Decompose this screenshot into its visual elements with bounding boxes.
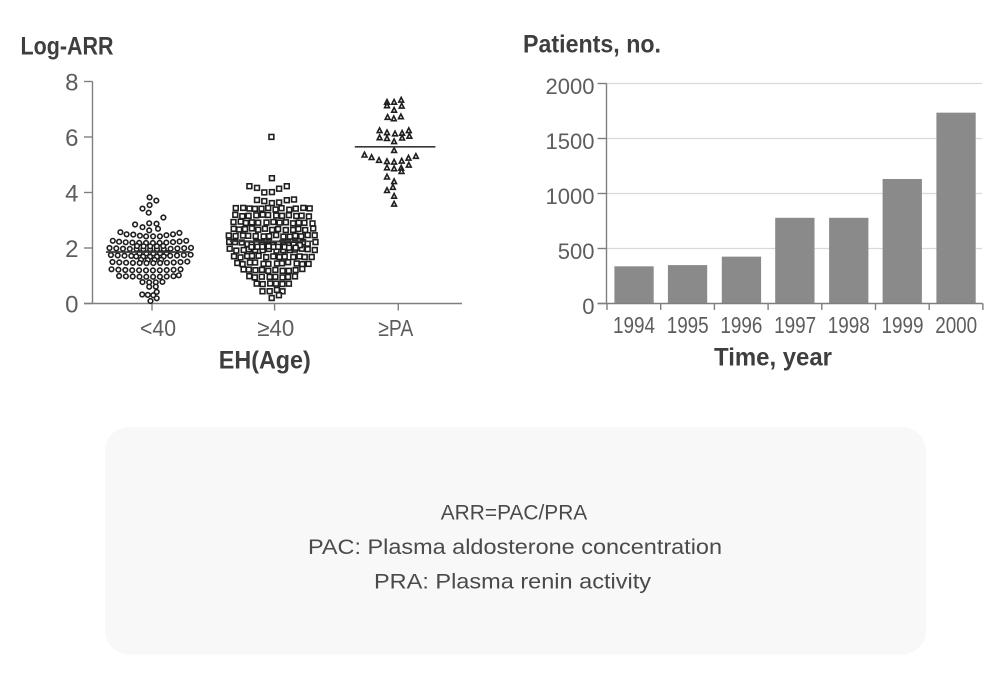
- svg-text:1500: 1500: [546, 129, 595, 154]
- svg-text:≥40: ≥40: [257, 315, 294, 341]
- svg-text:2000: 2000: [935, 312, 977, 338]
- svg-text:PRA: Plasma renin activity: PRA: Plasma renin activity: [374, 570, 651, 594]
- svg-text:1996: 1996: [720, 312, 762, 338]
- svg-text:1994: 1994: [613, 312, 655, 338]
- svg-text:EH(Age): EH(Age): [219, 347, 311, 375]
- svg-text:PAC: Plasma aldosterone concen: PAC: Plasma aldosterone concentration: [308, 535, 722, 559]
- svg-text:ARR=PAC/PRA: ARR=PAC/PRA: [441, 501, 588, 525]
- svg-text:1999: 1999: [882, 312, 924, 338]
- svg-text:1995: 1995: [667, 312, 709, 338]
- svg-text:Patients, no.: Patients, no.: [523, 31, 661, 59]
- svg-text:1997: 1997: [774, 312, 816, 338]
- svg-text:Time, year: Time, year: [714, 344, 832, 372]
- svg-text:<40: <40: [140, 315, 176, 341]
- svg-text:500: 500: [558, 239, 595, 264]
- svg-text:6: 6: [65, 125, 78, 152]
- svg-text:0: 0: [65, 291, 78, 318]
- svg-text:4: 4: [65, 180, 78, 207]
- svg-text:0: 0: [582, 294, 594, 319]
- svg-text:8: 8: [65, 69, 78, 96]
- svg-text:≥PA: ≥PA: [378, 315, 414, 341]
- svg-text:2: 2: [65, 236, 78, 263]
- svg-text:2000: 2000: [546, 74, 595, 99]
- svg-text:1998: 1998: [828, 312, 870, 338]
- svg-text:1000: 1000: [546, 184, 595, 209]
- svg-text:Log-ARR: Log-ARR: [21, 33, 114, 61]
